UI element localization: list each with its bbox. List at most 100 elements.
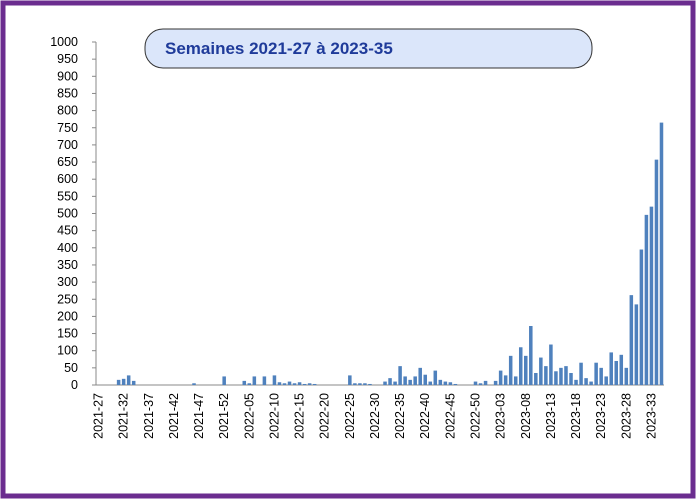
bar [453, 383, 458, 385]
y-tick-label: 1000 [50, 35, 78, 49]
x-tick-label: 2023-23 [594, 393, 608, 439]
y-tick-label: 450 [57, 224, 78, 238]
y-tick-label: 750 [57, 121, 78, 135]
bar [433, 370, 438, 385]
bar [483, 380, 488, 385]
x-tick-label: 2023-28 [619, 393, 633, 439]
bar [544, 366, 548, 385]
bar [534, 372, 538, 385]
bar [192, 383, 196, 385]
x-tick-label: 2022-20 [318, 393, 332, 439]
bar [529, 326, 533, 385]
bar [659, 122, 664, 385]
bar [513, 376, 518, 385]
bar [287, 381, 292, 385]
bar [649, 206, 654, 385]
bar [408, 379, 412, 385]
bar [559, 367, 563, 385]
y-tick-label: 250 [57, 292, 78, 306]
chart-title: Semaines 2021-27 à 2023-35 [165, 39, 393, 58]
x-tick-label: 2022-15 [293, 393, 307, 439]
x-tick-label: 2022-05 [242, 393, 256, 439]
x-tick-label: 2023-03 [494, 393, 508, 439]
bar [413, 376, 417, 385]
bar [644, 214, 649, 385]
x-tick-label: 2021-27 [92, 393, 106, 439]
bar [493, 380, 498, 385]
bar [503, 375, 508, 385]
bar [639, 249, 644, 385]
y-tick-label: 700 [57, 138, 78, 152]
bar [368, 383, 372, 385]
bar [398, 366, 402, 385]
bar [302, 383, 307, 385]
bar [549, 344, 553, 385]
bar [423, 374, 427, 385]
bar [121, 378, 126, 385]
y-tick-label: 500 [57, 207, 78, 221]
y-tick-label: 650 [57, 155, 78, 169]
bar [272, 375, 277, 385]
x-tick-label: 2023-13 [544, 393, 558, 439]
y-tick-label: 300 [57, 275, 78, 289]
bar [438, 379, 443, 385]
y-tick-label: 950 [57, 52, 78, 66]
x-tick-label: 2021-32 [117, 393, 131, 439]
y-tick-label: 350 [57, 258, 78, 272]
bar [619, 354, 624, 385]
x-tick-label: 2022-35 [393, 393, 407, 439]
bar [609, 352, 613, 385]
y-tick-label: 800 [57, 104, 78, 118]
x-tick-label: 2021-37 [142, 393, 156, 439]
bar [599, 367, 603, 385]
bar [539, 357, 543, 385]
bar [594, 362, 598, 385]
bar [242, 380, 247, 385]
x-tick-label: 2021-42 [167, 393, 181, 439]
bar [418, 367, 422, 385]
x-tick-label: 2022-50 [469, 393, 483, 439]
y-tick-label: 850 [57, 86, 78, 100]
x-tick-label: 2022-40 [418, 393, 432, 439]
bar [473, 381, 478, 385]
bar [116, 379, 121, 385]
y-tick-label: 600 [57, 172, 78, 186]
x-tick-label: 2021-47 [192, 393, 206, 439]
bar [589, 381, 593, 385]
y-tick-label: 900 [57, 69, 78, 83]
bar [629, 295, 634, 385]
bar [353, 383, 357, 385]
title-box [144, 28, 593, 69]
bar [363, 383, 367, 385]
bar [443, 381, 448, 385]
x-tick-label: 2022-45 [443, 393, 457, 439]
bar [574, 379, 578, 385]
bar [428, 381, 433, 385]
bar [478, 383, 483, 385]
bar [448, 382, 453, 385]
y-tick-label: 0 [71, 378, 78, 392]
x-tick-label: 2023-33 [644, 393, 658, 439]
bar [307, 383, 312, 385]
bar [277, 382, 282, 385]
bar [393, 381, 397, 385]
bar [624, 367, 629, 385]
bar [403, 376, 407, 385]
bar [222, 376, 226, 385]
x-tick-label: 2022-25 [343, 393, 357, 439]
bar [579, 362, 583, 385]
bar [358, 383, 362, 385]
y-tick-label: 200 [57, 309, 78, 323]
bar [584, 378, 588, 385]
bar [297, 382, 302, 385]
y-tick-label: 50 [64, 361, 78, 375]
bar [312, 383, 317, 385]
bar [524, 355, 528, 385]
bar [508, 355, 513, 385]
x-tick-label: 2021-52 [217, 393, 231, 439]
y-tick-label: 100 [57, 344, 78, 358]
x-tick-label: 2022-30 [368, 393, 382, 439]
